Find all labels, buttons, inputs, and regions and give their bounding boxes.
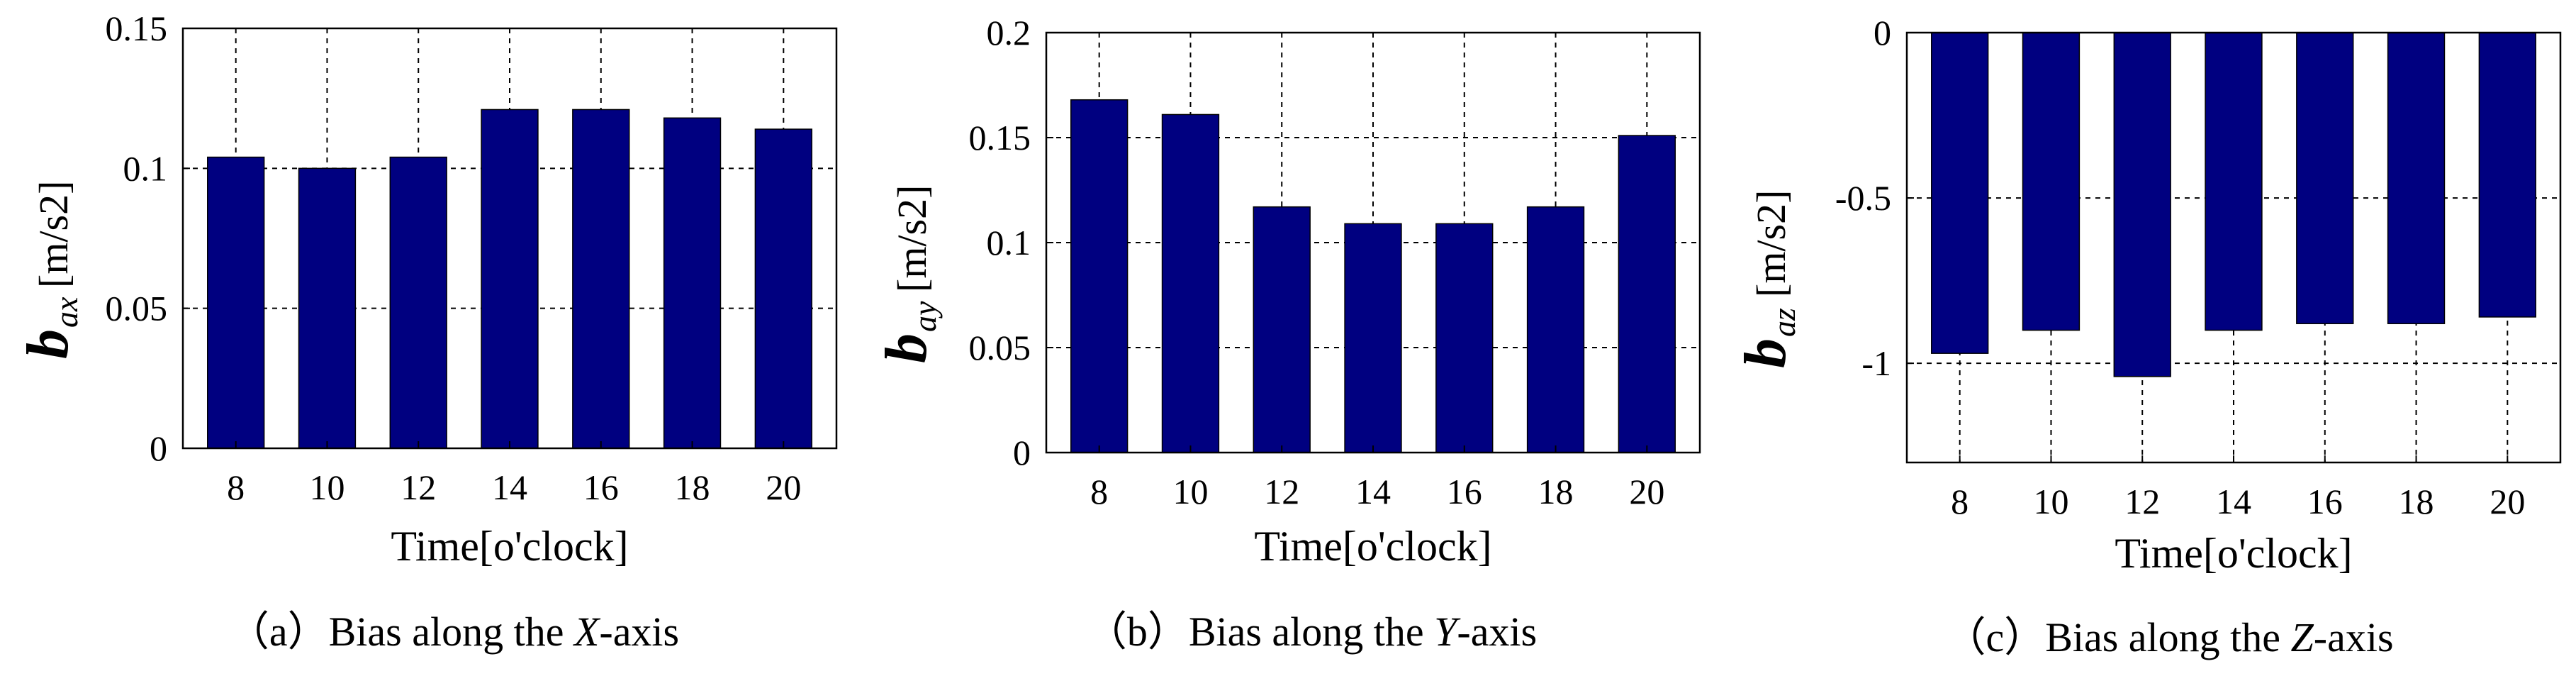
y-tick-label: 0.1: [987, 223, 1031, 262]
panel-caption: （c）Bias along the Z-axis: [1944, 614, 2393, 660]
bar-8: [1931, 32, 1989, 354]
y-axis-label: b ax [m/s2]: [15, 181, 84, 359]
panel-caption: （b）Bias along the Y-axis: [1086, 609, 1537, 655]
x-tick-label: 16: [583, 467, 619, 507]
bar-20: [2478, 32, 2536, 318]
x-tick-label: 16: [2307, 482, 2343, 521]
x-tick-label: 14: [2216, 482, 2251, 521]
x-tick-label: 10: [1172, 472, 1208, 511]
x-tick-label: 14: [492, 467, 527, 507]
y-axis-label-unit: [m/s2]: [889, 185, 935, 292]
y-tick-label: 0.05: [106, 289, 168, 328]
bar-12: [389, 156, 447, 449]
y-axis-label-symbol: b: [1732, 338, 1798, 368]
x-tick-label: 20: [766, 467, 801, 507]
bar-20: [1618, 135, 1676, 453]
caption-prefix: （a）Bias along the: [228, 609, 574, 655]
y-axis-label-subscript: az: [1766, 308, 1802, 337]
caption-axis: X: [573, 609, 601, 655]
y-tick-label: 0.15: [969, 118, 1031, 157]
y-tick-label: 0.1: [123, 148, 168, 188]
bar-18: [663, 117, 722, 449]
bar-16: [1435, 223, 1494, 453]
y-tick-label: 0.15: [106, 9, 168, 48]
y-axis-label-unit: [m/s2]: [30, 181, 77, 288]
x-tick-label: 18: [1538, 472, 1574, 511]
chart-panel-x: 0 0.05 0.1 0.15 8 10 12 14 16 18 20 Time[o'clock]…: [15, 9, 838, 655]
caption-suffix: -axis: [599, 609, 679, 655]
caption-prefix: （b）Bias along the: [1086, 609, 1434, 655]
bar-16: [2296, 32, 2354, 324]
bar-12: [1253, 206, 1311, 453]
x-tick-label: 12: [401, 467, 436, 507]
bar-14: [481, 109, 539, 449]
chart-panel-y: 0 0.05 0.1 0.15 0.2 8 10 12 14 16 18 20 Time[o'clo…: [873, 13, 1701, 655]
bar-20: [754, 128, 812, 449]
x-tick-label: 12: [1264, 472, 1299, 511]
y-axis-label-subscript: ax: [48, 297, 84, 328]
y-axis-label-subscript: ay: [907, 301, 943, 332]
y-tick-label: 0: [1013, 433, 1031, 472]
x-tick-label: 12: [2124, 482, 2160, 521]
bar-8: [207, 156, 265, 449]
x-axis-label: Time[o'clock]: [391, 523, 628, 570]
y-axis-label: b az [m/s2]: [1732, 190, 1802, 368]
y-tick-label: 0: [1874, 13, 1891, 52]
y-tick-label: 0.05: [969, 328, 1031, 367]
y-axis-label-unit: [m/s2]: [1748, 190, 1794, 297]
x-tick-label: 18: [2399, 482, 2434, 521]
bar-14: [2205, 32, 2263, 331]
x-tick-label: 20: [2490, 482, 2525, 521]
bar-10: [2022, 32, 2081, 331]
caption-suffix: -axis: [1457, 609, 1537, 655]
bar-16: [572, 109, 630, 449]
bar-12: [2113, 32, 2171, 377]
panel-caption: （a）Bias along the X-axis: [228, 609, 679, 655]
x-tick-label: 14: [1355, 472, 1391, 511]
y-tick-label: -0.5: [1835, 178, 1891, 218]
x-tick-label: 16: [1447, 472, 1482, 511]
y-tick-label: -1: [1861, 343, 1891, 383]
x-tick-label: 8: [227, 467, 245, 507]
x-tick-label: 20: [1629, 472, 1664, 511]
caption-axis: Y: [1434, 609, 1461, 655]
bar-10: [1161, 113, 1220, 453]
caption-prefix: （c）Bias along the: [1944, 614, 2290, 660]
x-tick-label: 18: [675, 467, 710, 507]
y-axis-label-symbol: b: [15, 329, 81, 359]
chart-panel-z: 0 -0.5 -1 8 10 12 14 16 18 20 Time[o'clock] b az…: [1732, 13, 2562, 660]
bar-8: [1070, 99, 1129, 453]
y-axis-label: b ay [m/s2]: [873, 185, 943, 363]
bar-18: [1526, 206, 1585, 453]
y-tick-label: 0.2: [987, 13, 1031, 52]
caption-axis: Z: [2291, 614, 2314, 660]
x-tick-label: 10: [309, 467, 345, 507]
bar-10: [298, 167, 357, 449]
bar-18: [2387, 32, 2446, 324]
x-tick-label: 10: [2033, 482, 2068, 521]
bar-14: [1344, 223, 1402, 453]
caption-suffix: -axis: [2314, 614, 2394, 660]
y-axis-label-symbol: b: [873, 333, 939, 363]
x-tick-label: 8: [1951, 482, 1969, 521]
x-tick-label: 8: [1090, 472, 1108, 511]
x-axis-label: Time[o'clock]: [2115, 530, 2352, 577]
x-axis-label: Time[o'clock]: [1254, 523, 1491, 570]
y-tick-label: 0: [150, 428, 167, 468]
